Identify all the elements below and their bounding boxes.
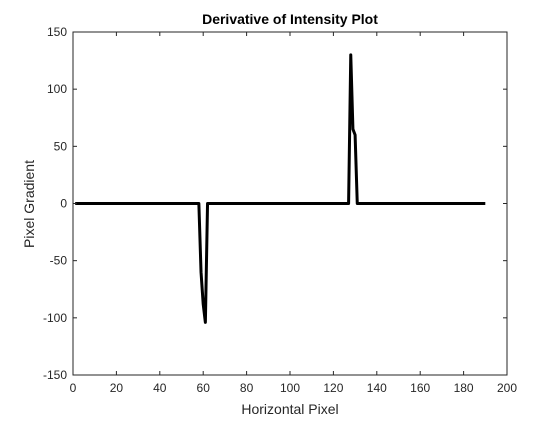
x-axis: 0 20 40 60 80 100 120 140 160 180 200: [70, 32, 517, 395]
x-tick-label: 100: [280, 381, 300, 395]
x-tick-label: 200: [497, 381, 517, 395]
x-tick-label: 20: [110, 381, 124, 395]
x-tick-label: 40: [153, 381, 167, 395]
y-tick-label: 100: [47, 82, 67, 96]
x-tick-label: 120: [323, 381, 343, 395]
x-tick-label: 140: [367, 381, 387, 395]
x-tick-label: 80: [240, 381, 254, 395]
chart-title: Derivative of Intensity Plot: [202, 11, 378, 27]
x-tick-label: 0: [70, 381, 77, 395]
y-tick-label: -50: [50, 254, 68, 268]
y-tick-label: 150: [47, 25, 67, 39]
y-tick-label: -150: [43, 368, 67, 382]
y-tick-label: 50: [54, 139, 68, 153]
plot-area: [72, 31, 508, 376]
series-line: [75, 53, 486, 324]
y-tick-label: 0: [60, 197, 67, 211]
x-tick-label: 160: [410, 381, 430, 395]
y-axis-label: Pixel Gradient: [21, 160, 37, 248]
y-tick-label: -100: [43, 311, 67, 325]
x-axis-label: Horizontal Pixel: [241, 401, 338, 417]
x-tick-label: 180: [454, 381, 474, 395]
x-tick-label: 60: [197, 381, 211, 395]
y-axis: -150 -100 -50 0 50 100 150: [43, 25, 507, 382]
